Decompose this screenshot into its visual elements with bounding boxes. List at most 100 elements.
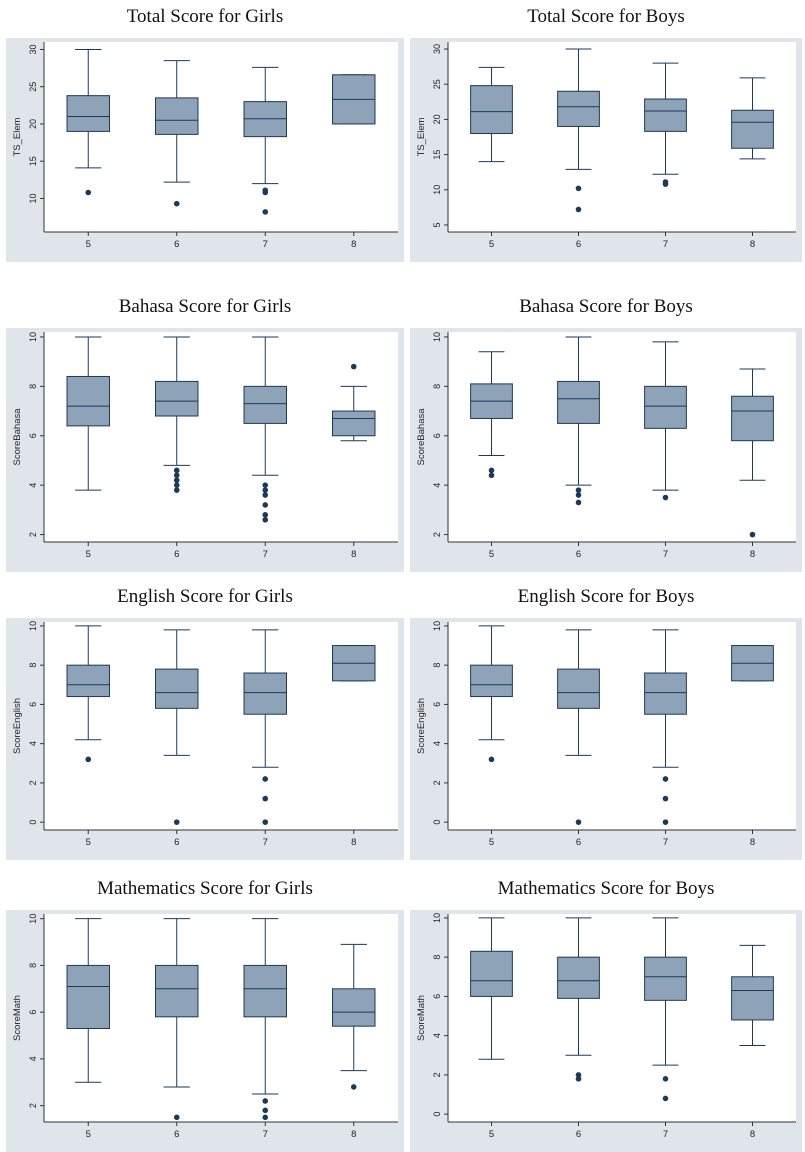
chart-title: Mathematics Score for Boys [497, 878, 715, 899]
x-tick-label: 7 [263, 837, 268, 848]
iqr-box [66, 95, 110, 132]
y-tick-label: 4 [432, 741, 442, 746]
chart-svg: 2 4 6 8 10 ScoreBahasa 5 6 7 8 [410, 328, 802, 572]
x-tick-label: 6 [576, 1129, 581, 1140]
y-axis-title: ScoreMath [416, 995, 427, 1041]
iqr-box [557, 90, 600, 127]
iqr-box [155, 380, 199, 417]
plot-area [44, 42, 398, 232]
chart-title: Bahasa Score for Girls [118, 296, 292, 317]
iqr-box [470, 950, 513, 997]
y-tick-label: 30 [28, 44, 38, 54]
outlier-point [262, 1107, 269, 1114]
y-tick-label: 6 [432, 994, 442, 999]
iqr-box [66, 375, 110, 427]
outlier-point [262, 1098, 269, 1104]
y-axis-title: TS_Elem [12, 117, 23, 156]
y-tick-label: 10 [432, 332, 442, 342]
y-axis-title: ScoreEnglish [416, 698, 427, 754]
y-tick-label: 2 [432, 1072, 442, 1077]
chart-title: English Score for Boys [517, 586, 695, 607]
iqr-box [644, 385, 687, 429]
x-tick-label: 5 [489, 239, 494, 250]
y-tick-label: 10 [432, 185, 442, 195]
x-tick-label: 6 [174, 1129, 179, 1140]
y-tick-label: 10 [28, 193, 38, 203]
y-tick-label: 4 [432, 483, 442, 488]
y-tick-label: 4 [28, 483, 38, 488]
outlier-point [575, 499, 582, 506]
iqr-box [243, 672, 287, 715]
x-tick-label: 7 [663, 1129, 668, 1140]
chart-svg: 5 10 15 20 25 30 TS_Elem 5 6 7 8 [410, 38, 802, 262]
chart-title: Total Score for Girls [126, 6, 284, 27]
outlier-point [575, 492, 582, 498]
outlier-point [173, 472, 180, 479]
chart-panel-english-girls: English Score for Girls 0 2 4 6 8 10 ScoreEngl… [6, 582, 404, 860]
x-tick-label: 7 [663, 239, 668, 250]
chart-panel-math-boys: Mathematics Score for Boys 0 2 4 6 8 10 ScoreM… [410, 874, 802, 1152]
iqr-box [470, 664, 513, 698]
outlier-point [173, 487, 180, 493]
iqr-box [644, 98, 687, 132]
y-tick-label: 10 [28, 332, 38, 342]
chart-panel-math-girls: Mathematics Score for Girls 2 4 6 8 10 ScoreM… [6, 874, 404, 1152]
outlier-point [262, 189, 269, 196]
y-axis-title: ScoreMath [12, 995, 23, 1041]
iqr-box [243, 385, 287, 424]
y-tick-label: 8 [432, 384, 442, 389]
outlier-point [262, 1114, 269, 1121]
iqr-box [155, 964, 199, 1018]
iqr-box [66, 964, 110, 1030]
outlier-point [173, 1114, 180, 1121]
y-tick-label: 2 [28, 532, 38, 537]
iqr-box [731, 395, 774, 442]
iqr-box [644, 672, 687, 715]
x-tick-label: 5 [86, 549, 91, 560]
iqr-box [332, 988, 376, 1027]
x-tick-label: 8 [351, 837, 356, 848]
chart-panel-english-boys: English Score for Boys 0 2 4 6 8 10 ScoreEngli… [410, 582, 802, 860]
x-tick-label: 6 [174, 837, 179, 848]
outlier-point [662, 776, 669, 782]
outlier-point [662, 494, 669, 501]
y-tick-label: 8 [28, 663, 38, 668]
chart-svg: 0 2 4 6 8 10 ScoreMath 5 6 7 8 [410, 910, 802, 1152]
outlier-point [262, 819, 269, 825]
outlier-point [262, 516, 269, 523]
x-tick-label: 8 [750, 837, 755, 848]
outlier-point [575, 819, 582, 825]
y-tick-label: 0 [28, 820, 38, 825]
x-tick-label: 8 [750, 239, 755, 250]
y-tick-label: 10 [432, 913, 442, 923]
iqr-box [332, 410, 376, 437]
y-tick-label: 6 [28, 702, 38, 707]
x-tick-label: 6 [174, 549, 179, 560]
iqr-box [557, 380, 600, 424]
outlier-point [262, 209, 269, 215]
x-tick-label: 7 [663, 837, 668, 848]
y-tick-label: 8 [432, 663, 442, 668]
outlier-point [350, 1084, 357, 1090]
outlier-point [262, 512, 269, 518]
outlier-point [488, 472, 495, 479]
chart-svg: 0 2 4 6 8 10 ScoreEnglish 5 6 7 8 [6, 618, 404, 860]
outlier-point [662, 819, 669, 825]
iqr-box [731, 976, 774, 1021]
iqr-box [155, 97, 199, 135]
chart-svg: 2 4 6 8 10 ScoreBahasa 5 6 7 8 [6, 328, 404, 572]
x-tick-label: 6 [174, 239, 179, 250]
x-tick-label: 6 [576, 837, 581, 848]
y-tick-label: 0 [432, 1112, 442, 1117]
y-tick-label: 20 [432, 114, 442, 124]
iqr-box [731, 109, 774, 149]
y-axis-title: TS_Elem [416, 117, 427, 156]
outlier-point [173, 482, 180, 488]
chart-title: Mathematics Score for Girls [97, 878, 313, 899]
x-tick-label: 6 [576, 549, 581, 560]
outlier-point [85, 189, 92, 196]
chart-title: English Score for Girls [117, 586, 293, 607]
x-tick-label: 7 [263, 239, 268, 250]
outlier-point [173, 819, 180, 825]
iqr-box [557, 956, 600, 999]
